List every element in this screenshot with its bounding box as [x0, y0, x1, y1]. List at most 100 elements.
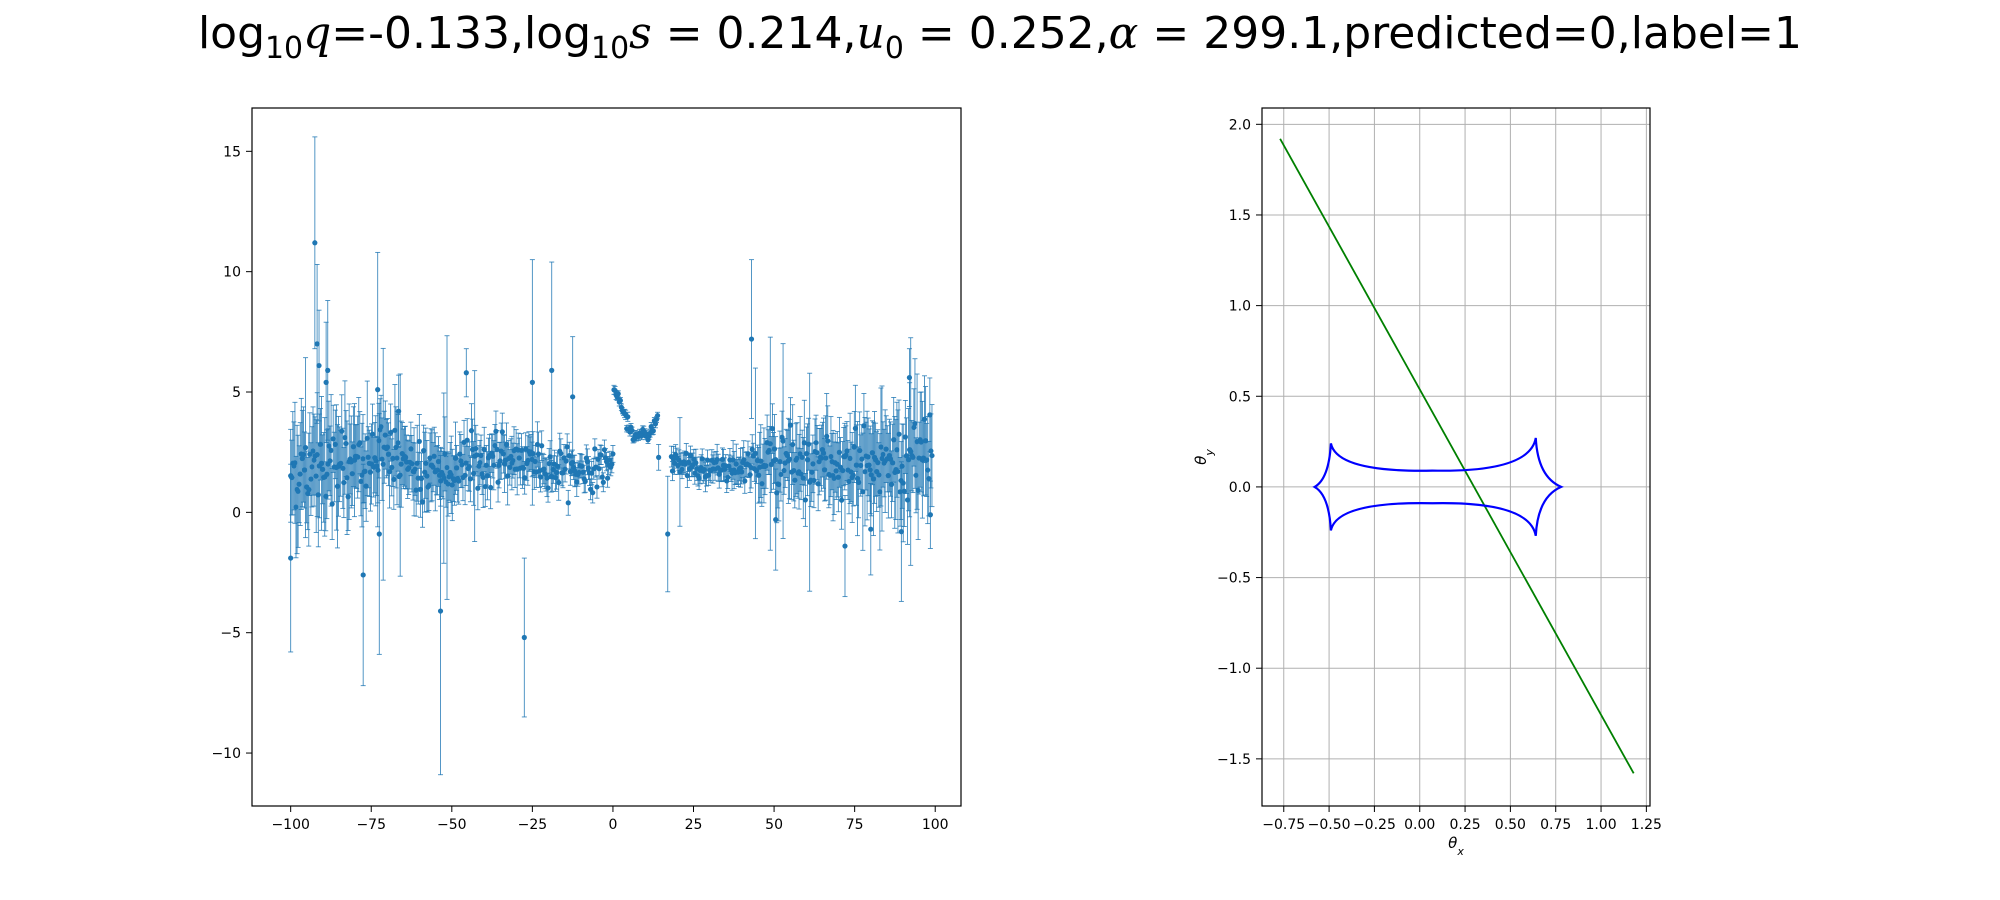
- data-point-592: [929, 404, 935, 508]
- y-tick-label: 15: [223, 144, 241, 160]
- data-point-321: [629, 426, 635, 435]
- caustic-grid: [1262, 108, 1650, 806]
- x-tick-label: −100: [271, 817, 309, 833]
- data-point-605: [521, 557, 527, 718]
- data-point-14: [302, 357, 309, 539]
- data-point-614: [898, 461, 904, 602]
- data-point-603: [437, 446, 444, 776]
- data-point-345: [654, 411, 661, 420]
- data-point-595: [314, 263, 320, 424]
- y-tick-label: 1.0: [1229, 299, 1251, 315]
- data-point-532: [865, 417, 871, 497]
- data-point-97: [391, 449, 397, 510]
- data-point-121: [416, 414, 422, 469]
- data-point-7: [295, 434, 301, 548]
- x-tick-label: −0.25: [1353, 817, 1396, 833]
- data-point-287: [593, 456, 599, 478]
- y-tick-label: 2.0: [1229, 117, 1251, 133]
- x-tick-label: 25: [685, 817, 703, 833]
- data-point-616: [927, 480, 933, 549]
- data-point-194: [494, 430, 500, 469]
- caustic-curve: [1312, 437, 1564, 537]
- caustic-y-axis-label: θy: [1192, 449, 1216, 465]
- caustic-plot-frame: [1261, 107, 1651, 807]
- data-point-284: [590, 481, 596, 504]
- data-point-426: [752, 367, 759, 540]
- x-tick-label: −0.50: [1308, 817, 1351, 833]
- data-point-277: [582, 469, 588, 493]
- x-tick-label: 1.25: [1631, 817, 1662, 833]
- data-point-235: [537, 461, 544, 493]
- x-tick-label: −0.75: [1262, 817, 1305, 833]
- data-point-560: [895, 409, 901, 534]
- data-point-608: [570, 336, 576, 458]
- data-point-145: [442, 416, 448, 492]
- data-point-158: [456, 457, 462, 505]
- y-tick-label: 0: [232, 505, 241, 521]
- caustic-plot-background: [1262, 108, 1650, 806]
- data-point-458: [786, 418, 793, 500]
- data-point-591: [928, 413, 934, 489]
- data-point-473: [802, 473, 809, 527]
- data-point-77: [369, 403, 376, 465]
- y-tick-label: −0.5: [1217, 571, 1251, 587]
- x-tick-label: 0: [608, 817, 617, 833]
- x-tick-label: −75: [356, 817, 386, 833]
- data-point-261: [565, 489, 571, 516]
- data-point-612: [842, 495, 848, 598]
- data-point-317: [625, 411, 631, 422]
- data-point-292: [598, 445, 604, 466]
- x-tick-label: 0.50: [1495, 817, 1526, 833]
- data-point-561: [896, 399, 902, 469]
- y-tick-label: 0.0: [1229, 480, 1251, 496]
- data-point-283: [589, 461, 595, 486]
- data-point-596: [316, 309, 322, 422]
- data-point-101: [395, 414, 401, 472]
- data-point-472: [801, 399, 807, 486]
- data-point-604: [463, 348, 469, 398]
- y-tick-label: 1.5: [1229, 208, 1251, 224]
- caustic-plot: −0.75 −0.50 −0.25 0.00 0.25 0.50 0.75 1.00 1.25 …: [1192, 107, 1662, 858]
- data-point-65: [357, 411, 363, 475]
- data-point-594: [312, 136, 318, 350]
- lightcurve-x-axis: −100 −75 −50 −25 0 25 50 75 100: [271, 806, 949, 833]
- data-point-593: [288, 463, 294, 653]
- data-point-416: [742, 468, 748, 494]
- data-point-346: [656, 444, 662, 471]
- data-point-607: [549, 261, 555, 480]
- y-tick-label: −1.5: [1217, 752, 1251, 768]
- data-point-105: [399, 422, 405, 486]
- y-tick-label: 10: [223, 265, 241, 281]
- data-point-609: [665, 475, 671, 593]
- data-point-570: [905, 408, 912, 512]
- data-point-94: [388, 403, 394, 462]
- data-point-199: [499, 412, 505, 451]
- data-point-166: [464, 418, 470, 463]
- x-tick-label: 0.75: [1540, 817, 1571, 833]
- data-point-615: [906, 348, 913, 407]
- caustic-x-axis: −0.75 −0.50 −0.25 0.00 0.25 0.50 0.75 1.00 1.25: [1262, 806, 1662, 833]
- data-point-606: [529, 259, 535, 506]
- lightcurve-data-points: [288, 136, 935, 776]
- data-point-602: [396, 374, 402, 448]
- data-point-613: [868, 483, 874, 576]
- data-point-452: [780, 343, 786, 539]
- data-point-254: [558, 438, 564, 469]
- y-tick-label: 5: [232, 385, 241, 401]
- data-point-598: [323, 321, 329, 444]
- data-point-601: [376, 413, 382, 655]
- data-point-611: [773, 468, 779, 571]
- data-point-175: [474, 433, 480, 477]
- x-tick-label: −50: [437, 817, 467, 833]
- data-point-303: [610, 445, 616, 463]
- source-trajectory-line: [1279, 138, 1635, 774]
- y-tick-label: −5: [220, 626, 241, 642]
- x-tick-label: 50: [765, 817, 783, 833]
- x-tick-label: 100: [922, 817, 949, 833]
- data-point-610: [748, 259, 755, 419]
- x-tick-label: 0.00: [1404, 817, 1435, 833]
- lightcurve-y-axis: −10 −5 0 5 10 15: [211, 144, 252, 762]
- data-point-50: [341, 447, 347, 519]
